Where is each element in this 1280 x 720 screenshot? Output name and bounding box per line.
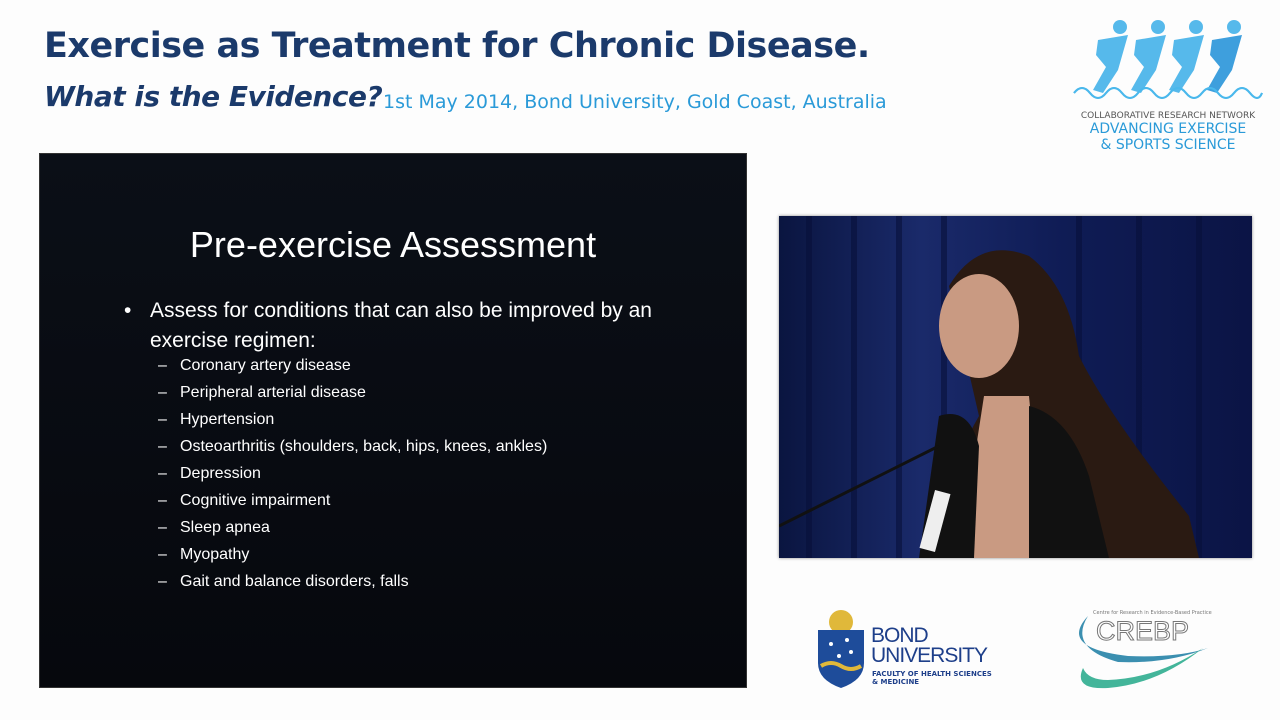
list-item: – Gait and balance disorders, falls — [158, 573, 409, 590]
bond-name-line1: BOND — [871, 624, 929, 647]
list-item-text: Osteoarthritis (shoulders, back, hips, k… — [180, 438, 548, 455]
crebp-swoosh-icon — [1079, 616, 1208, 689]
bond-faculty-line1: FACULTY OF HEALTH SCIENCES — [872, 670, 992, 678]
bond-name: BOND UNIVERSITY — [871, 624, 988, 667]
conference-dateline: 1st May 2014, Bond University, Gold Coas… — [383, 91, 887, 113]
list-item-text: Peripheral arterial disease — [180, 384, 366, 401]
bond-crest-icon — [818, 610, 864, 688]
list-item: – Cognitive impairment — [158, 492, 331, 509]
bond-faculty: FACULTY OF HEALTH SCIENCES & MEDICINE — [872, 670, 992, 686]
list-item: – Myopathy — [158, 546, 250, 563]
crn-line2: ADVANCING EXERCISE — [1089, 121, 1247, 137]
bond-name-line2: UNIVERSITY — [871, 644, 988, 667]
crn-line1: COLLABORATIVE RESEARCH NETWORK — [1080, 111, 1256, 121]
bullet-text: Assess for conditions that can also be i… — [150, 299, 652, 352]
conference-title: Exercise as Treatment for Chronic Diseas… — [44, 26, 870, 66]
list-item-text: Coronary artery disease — [180, 357, 351, 374]
crebp-tagline: Centre for Research in Evidence-Based Pr… — [1093, 610, 1212, 616]
runners-icon — [1073, 20, 1263, 99]
conference-subtitle: What is the Evidence? — [44, 80, 383, 113]
list-item-text: Depression — [180, 465, 261, 482]
crn-line3: & SPORTS SCIENCE — [1100, 137, 1236, 153]
list-item-text: Myopathy — [180, 546, 250, 563]
speaker-video — [779, 216, 1252, 558]
crn-logo: COLLABORATIVE RESEARCH NETWORK ADVANCING… — [1068, 15, 1268, 165]
list-item: – Coronary artery disease — [158, 357, 351, 374]
list-item: – Depression — [158, 465, 261, 482]
list-item: – Sleep apnea — [158, 519, 270, 536]
list-item: – Osteoarthritis (shoulders, back, hips, … — [158, 438, 548, 455]
list-item: – Peripheral arterial disease — [158, 384, 366, 401]
slide-title: Pre-exercise Assessment — [189, 224, 597, 265]
condition-list: – Coronary artery disease – Peripheral art… — [158, 357, 547, 600]
list-item-text: Sleep apnea — [180, 519, 270, 536]
slide-bullet: • Assess for conditions that can also be… — [124, 296, 684, 356]
list-item-text: Hypertension — [180, 411, 275, 428]
crebp-name: CREBP — [1095, 616, 1190, 647]
presentation-slide: Pre-exercise Assessment • Assess for con… — [39, 153, 747, 688]
speaker-image — [779, 216, 1202, 558]
list-item-text: Cognitive impairment — [180, 492, 331, 509]
bullet-icon: • — [124, 299, 132, 322]
bond-university-logo: BOND UNIVERSITY FACULTY OF HEALTH SCIENC… — [815, 608, 1005, 690]
list-item-text: Gait and balance disorders, falls — [180, 573, 409, 590]
crebp-logo: Centre for Research in Evidence-Based Pr… — [1068, 608, 1220, 690]
bond-faculty-line2: & MEDICINE — [872, 678, 920, 686]
list-item: – Hypertension — [158, 411, 275, 428]
